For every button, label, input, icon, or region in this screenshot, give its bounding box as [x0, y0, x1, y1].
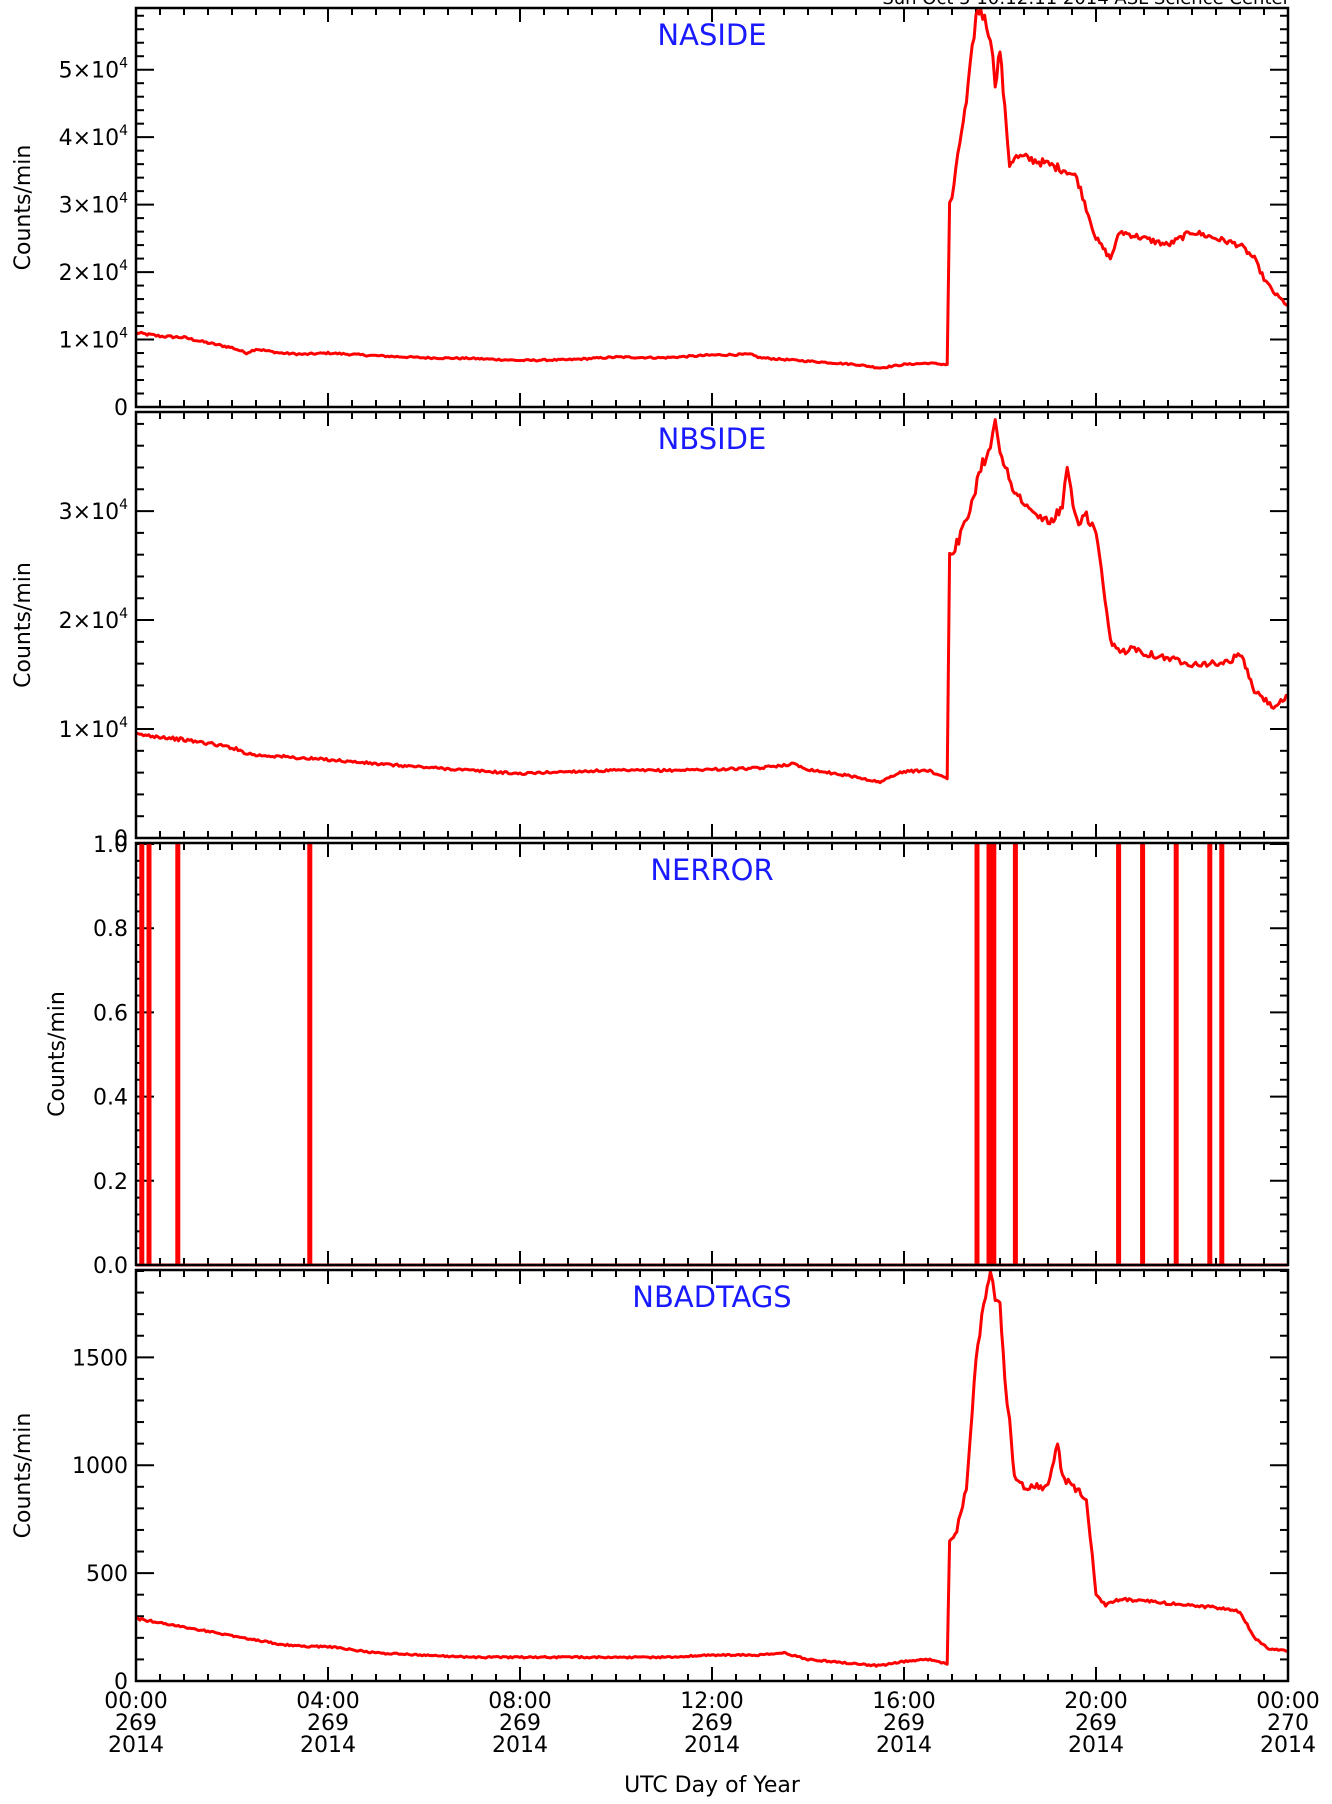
panels-group: 0 1×104 2×104 3×104 4×104 5×104 NASIDE Counts/m…	[11, 6, 1290, 1695]
x-tick-label-year: 2014	[684, 1733, 740, 1758]
y-tick-label: 1×104	[59, 715, 128, 743]
series-line-nbside	[135, 418, 1289, 785]
y-tick-label: 2×104	[59, 606, 128, 634]
x-tick-label-day: 269	[115, 1711, 157, 1736]
panel-title: NASIDE	[657, 18, 766, 52]
series-line-naside	[135, 7, 1289, 370]
y-tick-label: 0.4	[93, 1086, 128, 1111]
panel-title: NERROR	[650, 853, 773, 887]
y-axis-label: Counts/min	[11, 1413, 36, 1539]
y-tick-label: 0.2	[93, 1170, 128, 1195]
y-tick-label: 3×104	[59, 191, 128, 219]
x-tick-label-year: 2014	[108, 1733, 164, 1758]
y-axis-label: Counts/min	[11, 145, 36, 271]
x-tick-label-time: 04:00	[296, 1689, 359, 1714]
y-tick-label: 1000	[72, 1454, 128, 1479]
x-tick-label-time: 16:00	[872, 1689, 935, 1714]
y-tick-label: 5×104	[59, 56, 128, 84]
plot-frame	[134, 410, 1290, 840]
y-tick-label: 0.0	[93, 1254, 128, 1279]
y-tick-label: 0	[114, 1670, 128, 1695]
x-axis-label: UTC Day of Year	[624, 1773, 801, 1798]
x-tick-label-day: 269	[307, 1711, 349, 1736]
timestamp-stamp: Sun Oct 5 10:12:11 2014 ASL Science Cent…	[882, 0, 1290, 9]
y-tick-label: 500	[86, 1562, 128, 1587]
plot-frame	[134, 6, 1290, 409]
x-tick-label-day: 269	[883, 1711, 925, 1736]
y-tick-label: 0.6	[93, 1001, 128, 1026]
y-tick-label: 4×104	[59, 123, 128, 151]
y-tick-label: 2×104	[59, 258, 128, 286]
x-tick-labels: 00:00269201404:00269201408:00269201412:0…	[104, 1689, 1319, 1758]
x-tick-label-day: 269	[499, 1711, 541, 1736]
x-tick-label-year: 2014	[1260, 1733, 1316, 1758]
x-tick-label-year: 2014	[876, 1733, 932, 1758]
y-axis-label: Counts/min	[11, 562, 36, 688]
y-axis-label: Counts/min	[45, 991, 70, 1117]
y-tick-label: 1.0	[93, 833, 128, 858]
panel-title: NBADTAGS	[632, 1280, 791, 1314]
x-tick-label-time: 00:00	[104, 1689, 167, 1714]
panel-nbadtags: 0 500 1000 1500 NBADTAGS Counts/min	[11, 1268, 1290, 1695]
panel-nbside: 0 1×104 2×104 3×104 NBSIDE Counts/min	[11, 410, 1290, 852]
x-tick-label-time: 12:00	[680, 1689, 743, 1714]
series-line-nerror	[136, 842, 1288, 1267]
y-tick-label: 0.8	[93, 917, 128, 942]
panel-title: NBSIDE	[658, 422, 767, 456]
y-tick-label: 0	[114, 396, 128, 421]
x-tick-label-year: 2014	[492, 1733, 548, 1758]
x-tick-label-time: 20:00	[1064, 1689, 1127, 1714]
y-tick-label: 0	[114, 827, 128, 852]
y-tick-label: 3×104	[59, 497, 128, 525]
plot-frame	[134, 1268, 1290, 1683]
x-tick-label-year: 2014	[300, 1733, 356, 1758]
x-tick-label-day: 270	[1267, 1711, 1309, 1736]
y-tick-label: 1500	[72, 1346, 128, 1371]
x-tick-label-day: 269	[1075, 1711, 1117, 1736]
x-tick-label-time: 08:00	[488, 1689, 551, 1714]
x-tick-label-time: 00:00	[1256, 1689, 1319, 1714]
panel-naside: 0 1×104 2×104 3×104 4×104 5×104 NASIDE Counts/m…	[11, 6, 1290, 421]
y-tick-label: 1×104	[59, 326, 128, 354]
x-tick-label-year: 2014	[1068, 1733, 1124, 1758]
x-tick-label-day: 269	[691, 1711, 733, 1736]
panel-nerror: 0.0 0.2 0.4 0.6 0.8 1.0 NERROR Counts/min	[45, 833, 1290, 1279]
series-line-nbadtags	[135, 1270, 1289, 1668]
plot-frame	[134, 841, 1290, 1267]
